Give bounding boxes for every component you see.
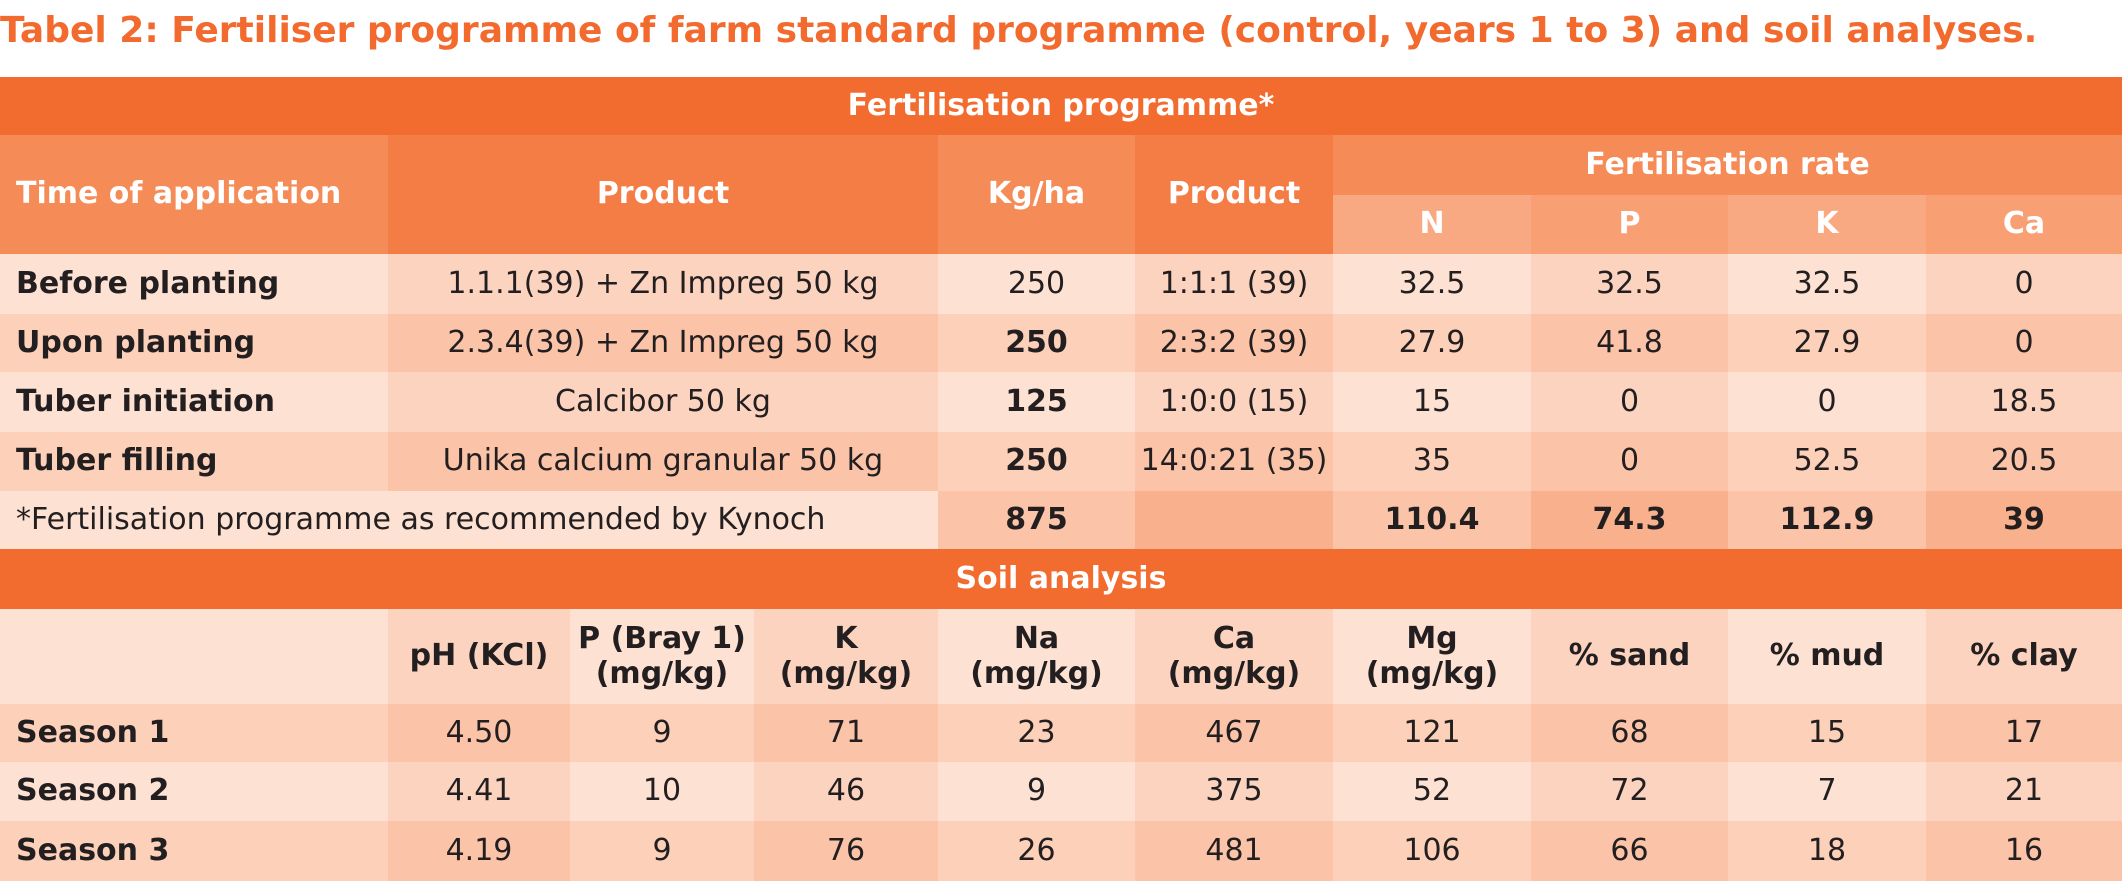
total-cell: 112.9 [1728, 491, 1926, 549]
table-cell: 2.3.4(39) + Zn Impreg 50 kg [388, 314, 938, 372]
table-cell: 46 [754, 762, 938, 821]
total-cell: 74.3 [1531, 491, 1728, 549]
total-cell: 875 [938, 491, 1135, 549]
table-cell: 4.19 [388, 821, 570, 881]
table-cell: 1:0:0 (15) [1135, 372, 1333, 432]
table-cell: 15 [1728, 704, 1926, 762]
table-cell: 1:1:1 (39) [1135, 254, 1333, 314]
table-cell: 106 [1333, 821, 1531, 881]
table-cell: 32.5 [1531, 254, 1728, 314]
table-cell: 467 [1135, 704, 1333, 762]
total-cell: 39 [1926, 491, 2122, 549]
table-title: Tabel 2: Fertiliser programme of farm st… [0, 10, 2038, 51]
section-header: Fertilisation programme* [0, 77, 2122, 135]
table-cell: 121 [1333, 704, 1531, 762]
section-header: Soil analysis [0, 549, 2122, 609]
column-header: Fertilisation rate [1333, 135, 2122, 195]
table-cell: 375 [1135, 762, 1333, 821]
column-header: Ca [1926, 195, 2122, 254]
table-cell: Upon planting [0, 314, 388, 372]
column-header: Na (mg/kg) [938, 609, 1135, 704]
table-cell: 52.5 [1728, 432, 1926, 491]
total-cell: 110.4 [1333, 491, 1531, 549]
table-cell: Tuber initiation [0, 372, 388, 432]
table-cell: 35 [1333, 432, 1531, 491]
table-cell: 20.5 [1926, 432, 2122, 491]
table-cell: 27.9 [1728, 314, 1926, 372]
table-cell: 16 [1926, 821, 2122, 881]
table-cell: Tuber filling [0, 432, 388, 491]
table-cell: 250 [938, 314, 1135, 372]
table-cell: 72 [1531, 762, 1728, 821]
table-cell: 250 [938, 432, 1135, 491]
column-header: % mud [1728, 609, 1926, 704]
table-cell: 4.41 [388, 762, 570, 821]
column-header: P [1531, 195, 1728, 254]
column-header: Time of application [0, 135, 388, 254]
table-cell: 0 [1531, 372, 1728, 432]
table-cell: 32.5 [1728, 254, 1926, 314]
table-cell: 0 [1728, 372, 1926, 432]
table-cell: Unika calcium granular 50 kg [388, 432, 938, 491]
table-cell: 125 [938, 372, 1135, 432]
column-header: Kg/ha [938, 135, 1135, 254]
column-header: % sand [1531, 609, 1728, 704]
table-cell: 68 [1531, 704, 1728, 762]
table-cell: 7 [1728, 762, 1926, 821]
table-cell: 14:0:21 (35) [1135, 432, 1333, 491]
table-cell: 1.1.1(39) + Zn Impreg 50 kg [388, 254, 938, 314]
table-cell: 9 [938, 762, 1135, 821]
table-cell: 9 [570, 821, 754, 881]
column-header: Product [388, 135, 938, 254]
total-cell [1135, 491, 1333, 549]
column-header: P (Bray 1) (mg/kg) [570, 609, 754, 704]
table-cell: 21 [1926, 762, 2122, 821]
table-cell: 18.5 [1926, 372, 2122, 432]
table-cell: 66 [1531, 821, 1728, 881]
table-cell: 23 [938, 704, 1135, 762]
column-header: Product [1135, 135, 1333, 254]
column-header [0, 609, 388, 704]
table-cell: 4.50 [388, 704, 570, 762]
table-cell: Season 2 [0, 762, 388, 821]
table-cell: 250 [938, 254, 1135, 314]
table-cell: 71 [754, 704, 938, 762]
table-cell: Season 1 [0, 704, 388, 762]
table-cell: 481 [1135, 821, 1333, 881]
column-header: % clay [1926, 609, 2122, 704]
column-header: K (mg/kg) [754, 609, 938, 704]
column-header: pH (KCl) [388, 609, 570, 704]
table-cell: Season 3 [0, 821, 388, 881]
table-cell: Before planting [0, 254, 388, 314]
column-header: K [1728, 195, 1926, 254]
table-cell: 0 [1531, 432, 1728, 491]
table-cell: 9 [570, 704, 754, 762]
table-cell: 0 [1926, 314, 2122, 372]
column-header: N [1333, 195, 1531, 254]
table-cell: 0 [1926, 254, 2122, 314]
table-cell: 10 [570, 762, 754, 821]
table-cell: 27.9 [1333, 314, 1531, 372]
table-cell: 32.5 [1333, 254, 1531, 314]
table-cell: 41.8 [1531, 314, 1728, 372]
table-cell: 76 [754, 821, 938, 881]
table-cell: 2:3:2 (39) [1135, 314, 1333, 372]
column-header: Mg (mg/kg) [1333, 609, 1531, 704]
table-cell: 52 [1333, 762, 1531, 821]
table-cell: Calcibor 50 kg [388, 372, 938, 432]
table-cell: 17 [1926, 704, 2122, 762]
table-cell: 18 [1728, 821, 1926, 881]
table-cell: 26 [938, 821, 1135, 881]
table-note: *Fertilisation programme as recommended … [0, 491, 938, 549]
table-cell: 15 [1333, 372, 1531, 432]
column-header: Ca (mg/kg) [1135, 609, 1333, 704]
